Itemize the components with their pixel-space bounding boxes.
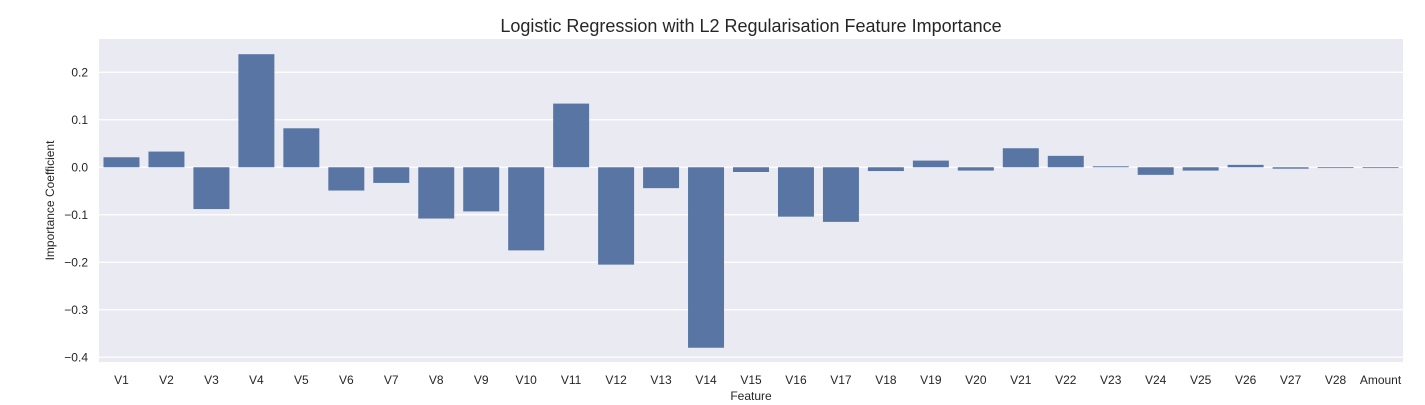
chart-title: Logistic Regression with L2 Regularisati… — [500, 16, 1001, 36]
bar-v14 — [688, 167, 725, 348]
y-tick-label: 0.1 — [71, 113, 88, 127]
x-tick-label: V22 — [1055, 373, 1077, 387]
bar-v27 — [1272, 167, 1309, 169]
bar-v10 — [508, 167, 545, 251]
bar-v15 — [733, 167, 769, 172]
y-axis-ticks: 0.2 0.1 0.0 −0.1 −0.2 −0.3 −0.4 — [64, 65, 88, 364]
y-tick-label: −0.1 — [64, 208, 88, 222]
y-tick-label: 0.2 — [71, 65, 88, 79]
x-tick-label: V19 — [920, 373, 942, 387]
x-tick-label: V11 — [561, 373, 582, 387]
x-tick-label: V12 — [605, 373, 627, 387]
x-tick-label: V24 — [1145, 373, 1167, 387]
x-tick-label: V13 — [650, 373, 672, 387]
y-tick-label: −0.3 — [64, 303, 88, 317]
bar-v3 — [193, 167, 230, 210]
x-tick-label: V17 — [830, 373, 852, 387]
y-axis-label: Importance Coefficient — [43, 140, 57, 261]
bar-v24 — [1137, 167, 1174, 175]
x-tick-label: V5 — [294, 373, 309, 387]
x-tick-label: V7 — [384, 373, 399, 387]
bar-v22 — [1047, 155, 1084, 168]
bar-v5 — [283, 128, 320, 168]
x-tick-label: V15 — [740, 373, 762, 387]
y-tick-label: −0.2 — [64, 255, 88, 269]
x-tick-label: V28 — [1325, 373, 1347, 387]
bar-v11 — [553, 103, 590, 168]
bar-v20 — [957, 167, 994, 171]
x-tick-label: V10 — [515, 373, 537, 387]
bars — [103, 54, 1399, 348]
bar-v7 — [373, 167, 410, 183]
bar-v13 — [643, 167, 680, 189]
bar-amount — [1362, 167, 1399, 169]
x-tick-label: V21 — [1010, 373, 1032, 387]
bar-v9 — [463, 167, 500, 212]
bar-v6 — [328, 167, 365, 191]
x-tick-label: V14 — [695, 373, 717, 387]
x-tick-label: V20 — [965, 373, 987, 387]
x-axis-ticks: V1 V2 V3 V4 V5 V6 V7 V8 V9 V10 V11 V12 V13 V14 V15 V16 V… — [114, 373, 1402, 387]
bar-v17 — [822, 167, 859, 222]
bar-v19 — [912, 160, 949, 168]
bar-v28 — [1317, 167, 1354, 169]
x-tick-label: V6 — [339, 373, 354, 387]
bar-v16 — [777, 167, 814, 217]
x-tick-label: V9 — [474, 373, 489, 387]
x-tick-label: Amount — [1360, 373, 1402, 387]
y-tick-label: 0.0 — [71, 160, 88, 174]
x-tick-label: V18 — [875, 373, 897, 387]
bar-v1 — [103, 157, 140, 168]
bar-v23 — [1092, 166, 1129, 168]
bar-v26 — [1227, 164, 1264, 168]
y-tick-label: −0.4 — [64, 350, 88, 364]
x-tick-label: V2 — [159, 373, 174, 387]
x-tick-label: V1 — [114, 373, 129, 387]
x-tick-label: V23 — [1100, 373, 1122, 387]
bar-v12 — [598, 167, 635, 265]
x-axis-label: Feature — [730, 389, 772, 403]
bar-v18 — [867, 167, 904, 172]
plot-background — [99, 39, 1403, 362]
bar-v8 — [418, 167, 455, 219]
bar-v2 — [148, 151, 185, 168]
bar-v4 — [238, 54, 275, 168]
x-tick-label: V4 — [249, 373, 264, 387]
x-tick-label: V16 — [785, 373, 807, 387]
x-tick-label: V27 — [1280, 373, 1302, 387]
x-tick-label: V25 — [1190, 373, 1212, 387]
x-tick-label: V3 — [204, 373, 219, 387]
x-tick-label: V26 — [1235, 373, 1257, 387]
bar-v25 — [1182, 167, 1219, 171]
x-tick-label: V8 — [429, 373, 444, 387]
bar-v21 — [1002, 148, 1039, 168]
